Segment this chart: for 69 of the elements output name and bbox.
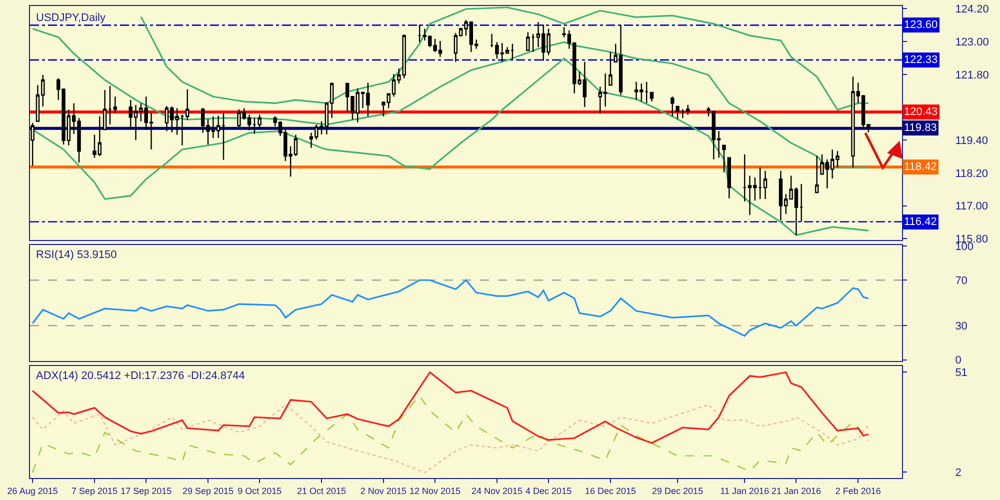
candlestick: [531, 33, 535, 53]
x-tick-label: 7 Sep 2015: [71, 486, 118, 496]
candlestick: [113, 96, 117, 114]
candlestick: [258, 114, 262, 128]
candlestick: [222, 112, 226, 160]
x-tick-label: 2 Feb 2016: [835, 486, 881, 496]
x-tick-label: 9 Oct 2015: [238, 486, 282, 496]
candlestick: [490, 33, 494, 48]
candlestick: [706, 106, 710, 117]
y-tick-label: 0: [955, 354, 962, 367]
candlestick: [102, 89, 107, 130]
x-tick-label: 29 Sep 2015: [182, 486, 234, 496]
candlestick: [758, 166, 762, 200]
chart-title: ADX(14) 20.5412 +DI:17.2376 -DI:24.8744: [36, 370, 245, 382]
candlestick: [644, 81, 648, 104]
candlestick: [180, 114, 184, 146]
ref-line-label: 120.43: [904, 106, 938, 118]
candlestick: [418, 24, 422, 43]
y-tick-label: 51: [955, 367, 968, 380]
text: USDJPY,Daily: [36, 12, 106, 24]
y-tick-label: 118.20: [955, 168, 988, 180]
x-tick-label: 11 Jan 2016: [720, 486, 770, 496]
x-tick-label: 26 Aug 2015: [7, 486, 58, 496]
candlestick: [30, 122, 34, 167]
x-tick-label: 4 Dec 2015: [526, 486, 572, 496]
candlestick: [815, 155, 819, 194]
candlestick: [722, 144, 726, 174]
candlestick: [686, 104, 690, 116]
candlestick: [608, 51, 612, 86]
candlestick: [252, 117, 256, 134]
x-tick-label: 17 Sep 2015: [120, 486, 172, 496]
candlestick: [526, 32, 530, 51]
ref-line-label: 116.42: [904, 216, 937, 228]
candlestick: [108, 85, 112, 126]
y-tick-label: 123.00: [955, 36, 989, 48]
candlestick: [800, 183, 804, 222]
candlestick: [727, 157, 732, 199]
y-tick-label: 70: [955, 274, 968, 287]
ref-line-label: 123.60: [904, 19, 938, 31]
candlestick: [186, 88, 190, 120]
x-tick-label: 21 Oct 2015: [297, 486, 346, 496]
x-tick-label: 16 Dec 2015: [584, 486, 636, 496]
line-series: [32, 28, 870, 168]
ref-line-label: 119.83: [904, 122, 937, 134]
candlestick: [670, 96, 674, 117]
y-tick-label: 2: [955, 466, 962, 479]
y-tick-label: 117.00: [955, 200, 988, 213]
chart-title: RSI(14) 53.9150: [36, 249, 117, 261]
y-tick-label: 121.80: [955, 69, 989, 82]
y-tick-label: 124.20: [955, 4, 989, 16]
candlestick: [510, 43, 514, 60]
x-tick-label: 24 Nov 2015: [471, 486, 522, 496]
line-series: [32, 371, 870, 444]
x-tick-label: 12 Nov 2015: [410, 486, 461, 496]
y-tick-label: 30: [955, 320, 968, 332]
x-tick-label: 29 Dec 2015: [652, 486, 704, 496]
candlestick: [650, 92, 654, 102]
candlestick: [763, 170, 768, 200]
y-tick-label: 119.40: [955, 135, 988, 148]
line-series: [140, 6, 870, 111]
line-series: [32, 58, 870, 236]
x-tick-label: 2 Nov 2015: [360, 486, 406, 496]
ref-line-label: 122.33: [904, 54, 938, 66]
candlestick: [676, 106, 680, 120]
candlestick: [742, 154, 746, 202]
x-tick-label: 21 Jan 2016: [771, 486, 821, 496]
ref-line-label: 118.42: [904, 161, 937, 173]
line-series: [32, 279, 870, 337]
candlestick: [680, 108, 685, 119]
